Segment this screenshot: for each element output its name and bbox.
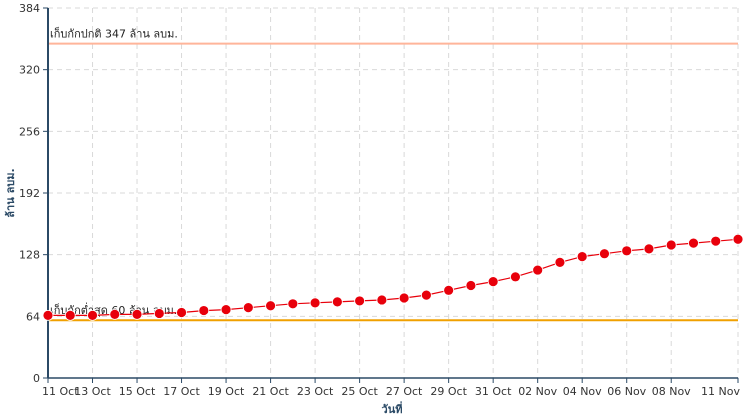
data-point (42, 309, 54, 321)
x-tick-label: 21 Oct (252, 385, 289, 398)
data-point (109, 309, 121, 320)
y-tick-label: 0 (33, 372, 40, 385)
data-point (510, 271, 521, 283)
data-point (242, 302, 254, 314)
data-point (265, 300, 276, 312)
x-tick-label: 19 Oct (208, 385, 245, 398)
x-tick-label: 06 Nov (607, 385, 646, 398)
x-tick-label: 29 Oct (430, 385, 467, 398)
grid-lines (48, 7, 739, 378)
x-tick-label: 23 Oct (297, 385, 334, 398)
reference-line-label: เก็บกักปกติ 347 ล้าน ลบม. (50, 27, 178, 41)
data-point (420, 289, 432, 301)
x-tick-label: 08 Nov (652, 385, 691, 398)
data-point (398, 292, 410, 304)
x-tick-label: 11 Nov (701, 385, 740, 398)
x-tick-label: 31 Oct (475, 385, 512, 398)
data-point (554, 256, 566, 268)
data-point (732, 233, 744, 245)
data-point (64, 309, 76, 321)
x-tick-label: 15 Oct (119, 385, 156, 398)
axes (43, 7, 739, 383)
y-tick-label: 384 (19, 2, 40, 15)
data-point (309, 297, 321, 309)
data-point (153, 308, 165, 319)
x-tick-label: 04 Nov (563, 385, 602, 398)
data-point (443, 284, 455, 296)
data-point (131, 309, 143, 320)
y-axis-title: ล้าน ลบม. (4, 168, 17, 217)
x-tick-label: 02 Nov (518, 385, 557, 398)
data-point (532, 264, 544, 276)
data-point (287, 298, 299, 310)
data-point (176, 307, 187, 318)
data-point (688, 237, 699, 249)
series-layer (42, 233, 744, 321)
data-point (487, 276, 499, 288)
y-tick-label: 320 (19, 64, 40, 77)
x-axis-title: วันที่ (382, 401, 403, 416)
x-tick-label: 27 Oct (386, 385, 423, 398)
data-point (376, 294, 388, 306)
x-tick-label: 13 Oct (74, 385, 111, 398)
data-point (665, 239, 677, 251)
x-tick-label: 25 Oct (341, 385, 378, 398)
data-point (87, 309, 98, 321)
y-tick-label: 128 (19, 249, 40, 262)
data-point (576, 251, 588, 262)
x-tick-label: 17 Oct (163, 385, 200, 398)
data-point (465, 280, 477, 291)
y-tick-label: 256 (19, 125, 40, 138)
data-point (220, 304, 232, 315)
data-point (331, 296, 343, 308)
data-point (621, 245, 633, 257)
y-tick-label: 192 (19, 187, 40, 200)
data-point (710, 235, 722, 247)
y-tick-label: 64 (26, 310, 40, 323)
data-point (643, 243, 655, 255)
reference-lines: เก็บกักปกติ 347 ล้าน ลบม.เก็บกักต่ำสุด 6… (48, 27, 738, 322)
data-point (599, 248, 610, 260)
data-point (354, 295, 366, 307)
data-point (198, 305, 210, 316)
x-tick-label: 11 Oct (42, 385, 79, 398)
